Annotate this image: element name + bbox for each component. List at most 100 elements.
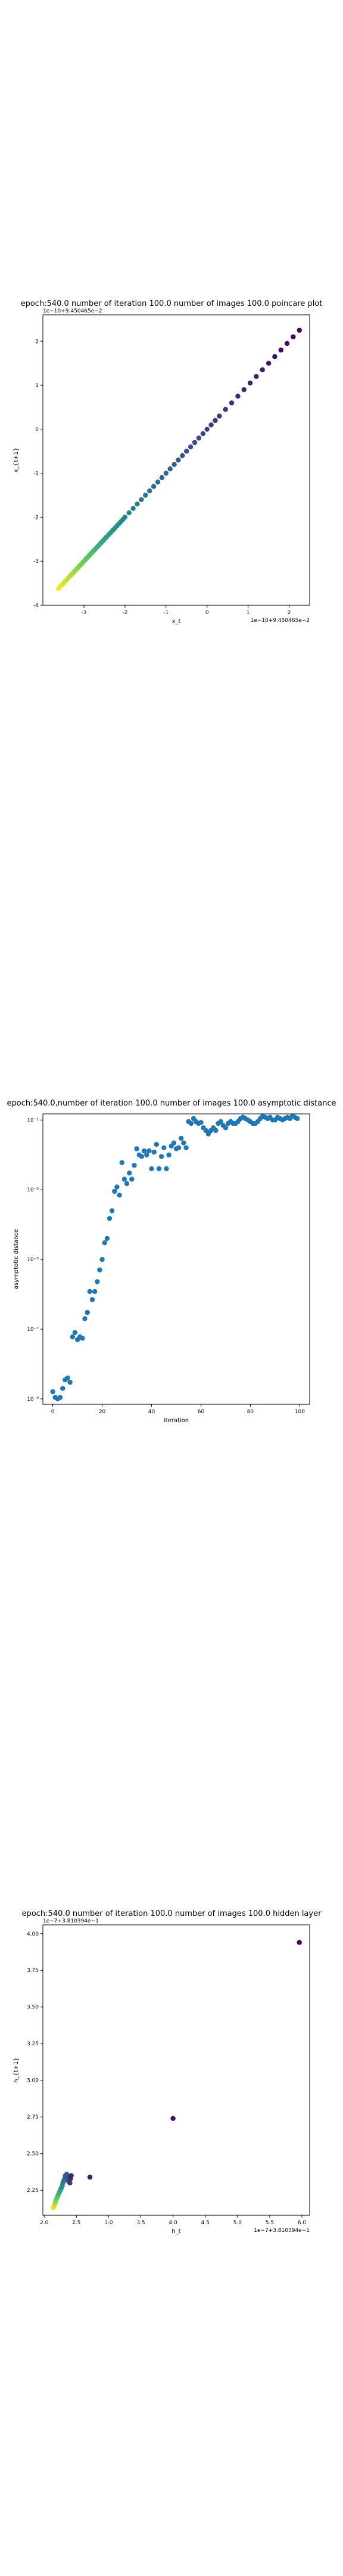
data-point [129,1176,135,1182]
data-point [266,361,272,366]
asymptotic-distance-chart-title: epoch:540.0,number of iteration 100.0 nu… [7,1099,336,1108]
data-point [126,510,132,516]
y-tick-label: 3.75 [27,1968,39,1974]
data-point [57,1395,63,1400]
x-axis-label: iteration [164,1417,189,1424]
asymptotic-distance-plot-area: 0 20 40 60 80 100 10⁻⁹ 10⁻⁷ 10⁻⁵ 10⁻³ 10⁻¹ iteratio… [13,1113,310,1424]
data-point [154,1142,159,1147]
data-point [170,2116,176,2121]
data-point [200,431,205,436]
data-point [213,417,218,423]
x-offset-label: 1e−7+3.810394e−1 [254,2228,310,2234]
data-point [121,1176,127,1182]
data-point [192,439,198,445]
data-point [297,327,302,333]
data-point [295,1116,300,1122]
x-tick-label: -1 [163,610,169,616]
data-point [92,1289,98,1295]
data-point [124,1181,130,1187]
data-point [272,354,277,360]
y-axis-label: h_{t+1} [13,2057,20,2083]
asymptotic-distance-chart: epoch:540.0,number of iteration 100.0 nu… [0,1085,343,1443]
x-tick-label: 80 [247,1409,254,1415]
data-point [164,1166,169,1172]
x-tick-label: 2.5 [72,2220,80,2226]
data-point [104,1236,110,1241]
data-point [70,1334,76,1340]
data-point [122,515,127,520]
data-point [87,1289,92,1295]
data-point [67,2180,73,2186]
x-tick-label: 2 [288,610,291,616]
y-tick-label: 10⁻⁵ [27,1257,39,1263]
data-point [139,1154,145,1159]
data-point [72,1330,78,1335]
data-point [146,1148,152,1154]
x-axis-label: x_t [172,618,181,625]
hidden-layer-chart-title: epoch:540.0 number of iteration 100.0 nu… [21,1909,322,1918]
plot-frame [42,1113,310,1405]
x-tick-label: 1 [247,610,250,616]
data-point [188,444,194,450]
x-tick-label: 3.0 [104,2220,113,2226]
y-tick-label: 10⁻⁷ [27,1327,39,1333]
x-tick-label: 3.5 [136,2220,145,2226]
x-tick-label: -3 [81,610,86,616]
hidden-layer-plot-area: 2.0 2.5 3.0 3.5 4.0 4.5 5.0 5.5 6.0 2.25 2.50 2.75 3… [13,1918,310,2235]
data-point [167,466,173,472]
data-point [297,1940,302,1945]
data-point [117,1193,122,1198]
y-tick-label: 2.25 [27,2188,39,2194]
data-point [166,1152,172,1157]
data-point [163,470,169,476]
y-tick-label: -3 [33,559,39,565]
data-point [196,435,202,441]
data-point [284,340,290,346]
data-point [176,457,181,463]
x-axis-label: h_t [172,2228,180,2235]
y-axis-label: asymptotic distance [13,1229,20,1289]
x-tick-label: 5.0 [233,2220,242,2226]
data-point [198,1120,204,1125]
data-point [159,475,165,481]
y-tick-label: 10⁻⁹ [27,1397,39,1402]
data-point [60,1386,66,1391]
data-point [112,1188,117,1194]
x-tick-label: 4.5 [201,2220,210,2226]
data-point [89,1297,95,1302]
data-point [184,448,189,454]
y-tick-label: 1 [35,383,39,389]
data-point [149,1166,154,1172]
data-point [97,1267,102,1272]
y-tick-label: 10⁻¹ [27,1117,39,1123]
x-tick-label: 0 [51,1409,55,1415]
data-point [223,407,228,412]
data-point [254,374,259,379]
x-tick-label: 100 [295,1409,305,1415]
data-point [158,1154,164,1159]
data-point [171,1140,177,1145]
data-point [208,422,214,428]
data-point [217,413,222,419]
x-offset-label: 1e−10+9.450465e−2 [250,618,310,624]
data-point [176,1145,182,1150]
data-point [99,1256,105,1262]
data-point [151,484,157,489]
y-axis-label: x_{t+1} [13,447,20,472]
y-tick-label: 3.50 [27,2005,39,2011]
x-tick-label: 2.0 [40,2220,49,2226]
data-point [65,1375,70,1380]
data-point [134,1146,139,1151]
y-tick-label: 10⁻³ [27,1187,39,1193]
data-point [114,1184,120,1190]
data-point [172,462,177,467]
data-point [67,1379,73,1385]
y-offset-label: 1e−10+9.450465e−2 [43,308,102,314]
data-point [109,1208,115,1213]
y-tick-label: 2 [35,339,39,345]
data-point [50,1389,55,1395]
data-point [107,1216,113,1221]
data-point [204,426,210,432]
y-tick-label: 0 [35,427,39,433]
y-tick-label: -2 [33,515,39,521]
